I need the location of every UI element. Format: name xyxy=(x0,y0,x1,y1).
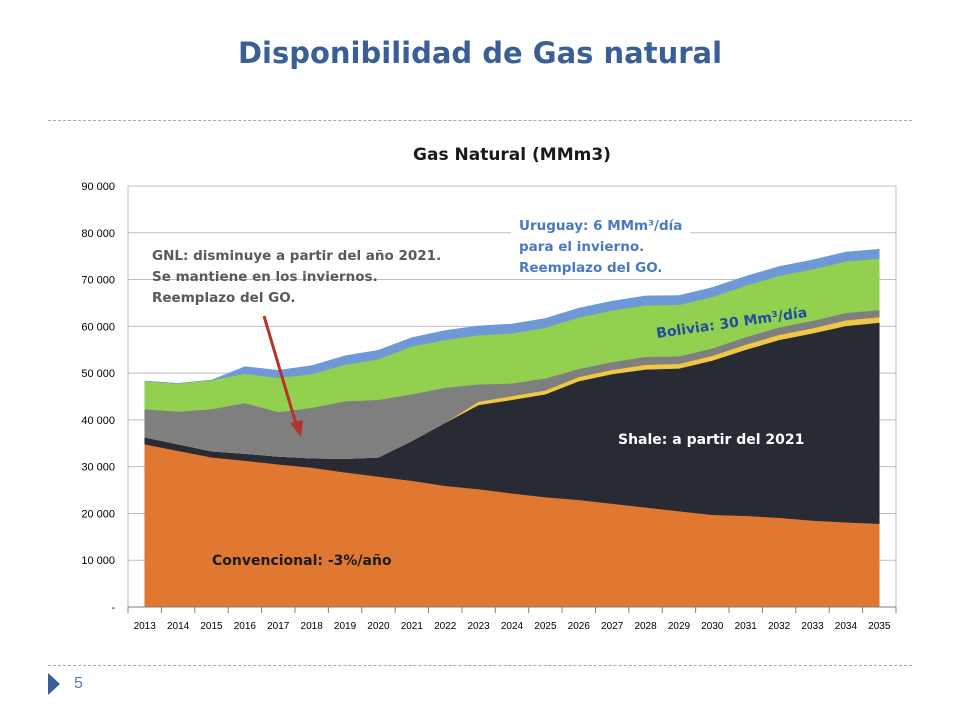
x-tick-label: 2029 xyxy=(668,621,691,632)
y-tick-label: 50 000 xyxy=(81,368,115,380)
y-tick-label: 10 000 xyxy=(81,555,115,567)
x-tick-label: 2026 xyxy=(568,621,591,632)
x-tick-label: 2027 xyxy=(601,621,624,632)
uruguay-line-1: Uruguay: 6 MMm³/día xyxy=(519,218,683,234)
footer-divider xyxy=(48,665,912,666)
uruguay-line-2: para el invierno. xyxy=(519,239,645,255)
x-tick-label: 2013 xyxy=(134,621,157,632)
x-tick-label: 2025 xyxy=(534,621,557,632)
shale-annotation: Shale: a partir del 2021 xyxy=(618,432,804,448)
convencional-annotation: Convencional: -3%/año xyxy=(212,553,392,569)
gnl-annotation: GNL: disminuye a partir del año 2021. Se… xyxy=(146,244,447,311)
gnl-arrow-icon xyxy=(262,315,298,425)
y-tick-label: 20 000 xyxy=(81,508,115,520)
x-tick-label: 2022 xyxy=(434,621,457,632)
y-tick-label: 40 000 xyxy=(81,415,115,427)
x-tick-label: 2016 xyxy=(234,621,257,632)
title-divider xyxy=(48,120,912,121)
series-area-5 xyxy=(144,248,880,384)
y-tick-label: 60 000 xyxy=(81,321,115,333)
slide-bullet-arrow-icon xyxy=(48,673,60,695)
x-tick-label: 2034 xyxy=(835,621,858,632)
x-tick-label: 2033 xyxy=(801,621,824,632)
y-tick-label: 30 000 xyxy=(81,462,115,474)
x-tick-label: 2017 xyxy=(267,621,290,632)
gnl-line-1: GNL: disminuye a partir del año 2021. xyxy=(152,248,442,264)
y-tick-label: 90 000 xyxy=(81,181,115,193)
x-tick-label: 2015 xyxy=(200,621,223,632)
x-tick-label: 2031 xyxy=(735,621,758,632)
x-tick-label: 2028 xyxy=(634,621,657,632)
x-tick-label: 2030 xyxy=(701,621,724,632)
chart-title: Gas Natural (MMm3) xyxy=(413,145,611,165)
gnl-line-3: Reemplazo del GO. xyxy=(152,290,296,306)
x-tick-label: 2035 xyxy=(868,621,891,632)
slide-title: Disponibilidad de Gas natural xyxy=(237,36,723,70)
y-tick-label: 70 000 xyxy=(81,275,115,287)
area-layer xyxy=(144,248,880,608)
x-tick-label: 2021 xyxy=(401,621,424,632)
x-tick-label: 2018 xyxy=(301,621,324,632)
x-tick-label: 2019 xyxy=(334,621,357,632)
uruguay-line-3: Reemplazo del GO. xyxy=(519,260,663,276)
gnl-arrowhead-icon xyxy=(290,420,303,437)
x-tick-label: 2020 xyxy=(367,621,390,632)
axis-layer: - 10 000 20 000 30 000 40 000 50 000 60 000 70 … xyxy=(81,181,897,632)
uruguay-annotation: Uruguay: 6 MMm³/día para el invierno. Re… xyxy=(511,216,691,279)
y-tick-label: 80 000 xyxy=(81,228,115,240)
x-tick-label: 2023 xyxy=(467,621,490,632)
x-tick-label: 2014 xyxy=(167,621,190,632)
x-tick-label: 2024 xyxy=(501,621,524,632)
x-tick-label: 2032 xyxy=(768,621,791,632)
page-number: 5 xyxy=(74,675,83,692)
gnl-line-2: Se mantiene en los inviernos. xyxy=(152,269,378,285)
y-tick-label: - xyxy=(111,602,115,614)
